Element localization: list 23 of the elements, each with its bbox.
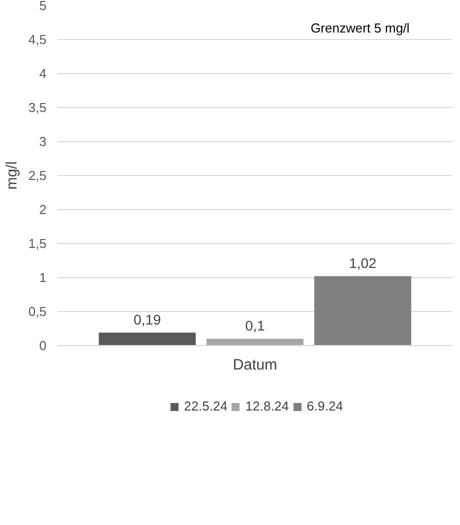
y-tick-label: 4,5 [28,32,47,47]
y-axis-title: mg/l [3,161,20,190]
y-tick-label: 2,5 [28,168,47,183]
y-tick-label: 3 [39,134,47,149]
y-tick-label: 1 [39,270,47,285]
annotation: Grenzwert 5 mg/l [310,20,410,36]
y-tick-label: 5 [39,0,47,13]
bar [206,338,304,346]
y-tick-label: 2 [39,202,47,217]
legend-label: 6.9.24 [306,398,343,414]
bar [314,276,412,346]
y-tick-label: 4 [39,66,47,81]
x-tick-label: Datum [232,356,278,374]
y-tick-label: 0,5 [28,304,47,319]
bar [98,332,196,346]
y-tick-label: 1,5 [28,236,47,251]
y-tick-label: 0 [39,338,47,353]
legend-label: 12.8.24 [245,398,289,414]
data-label: 0,19 [134,312,162,328]
data-label: 0,1 [245,318,265,334]
data-label: 1,02 [349,255,377,272]
y-tick-label: 3,5 [28,100,47,115]
legend-label: 22.5.24 [184,398,228,414]
